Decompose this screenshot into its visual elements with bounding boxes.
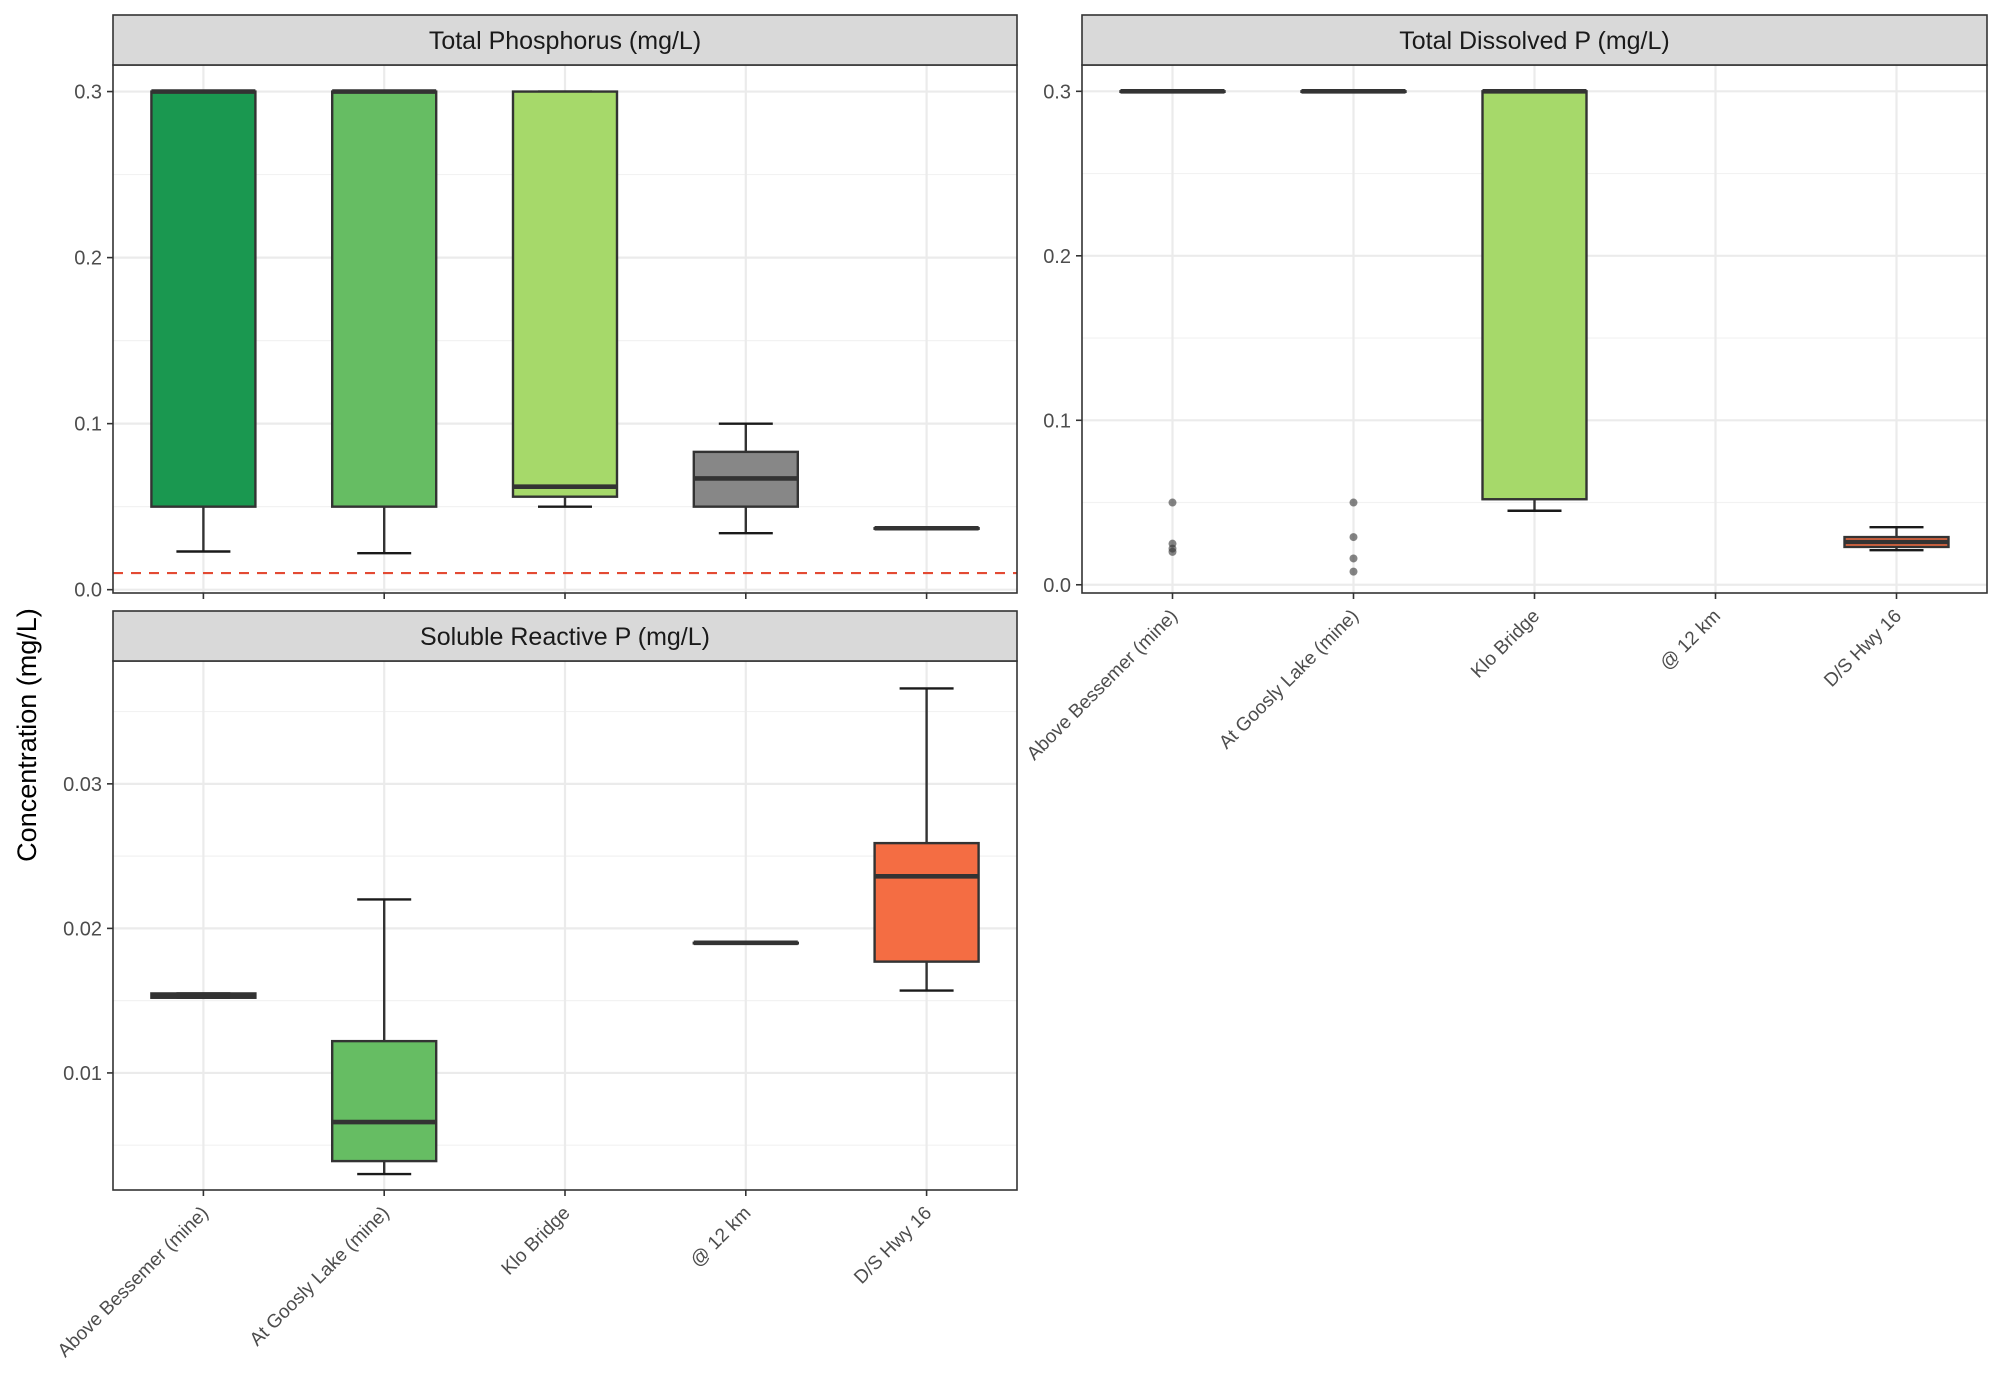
box-12-km [692, 422, 799, 535]
box-at-goosly-lake-mine [1300, 89, 1407, 576]
panel-strip [1081, 14, 1988, 66]
box-iqr [331, 90, 438, 508]
panel-total-phosphorus-mg-l: Total Phosphorus (mg/L) 0.0 0.1 0.2 0.3 [74, 14, 1018, 602]
box-klo-bridge [1481, 89, 1588, 512]
y-tick-label: 0.0 [1043, 575, 1071, 597]
y-tick-label: 0.1 [1043, 410, 1071, 432]
y-tick-label: 0.01 [63, 1063, 102, 1085]
box-d-s-hwy-16 [873, 687, 980, 992]
box-iqr [331, 1039, 438, 1163]
outlier-point [1349, 498, 1358, 507]
box-iqr [150, 90, 257, 508]
outlier-point [1168, 547, 1177, 556]
y-tick-label: 0.2 [1043, 246, 1071, 268]
y-tick-label: 0.2 [74, 248, 102, 270]
y-tick-label: 0.3 [1043, 81, 1071, 103]
box-klo-bridge [511, 90, 619, 508]
box-d-s-hwy-16 [1843, 526, 1950, 552]
box-above-bessemer-mine [150, 89, 257, 553]
panel-strip [112, 14, 1018, 66]
outlier-point [1168, 498, 1177, 507]
panel-title: Soluble Reactive P (mg/L) [420, 623, 710, 651]
y-tick-label: 0.02 [63, 918, 102, 940]
outlier-point [1349, 554, 1358, 563]
box-d-s-hwy-16 [873, 525, 980, 531]
box-iqr [1481, 90, 1588, 501]
outlier-point [1349, 533, 1358, 542]
outlier-point [1349, 567, 1358, 576]
box-at-goosly-lake-mine [331, 89, 438, 555]
box-iqr [873, 841, 980, 963]
panel-title: Total Phosphorus (mg/L) [429, 27, 701, 55]
y-tick-label: 0.3 [74, 82, 102, 104]
box-above-bessemer-mine [150, 992, 257, 999]
y-tick-label: 0.0 [74, 580, 102, 602]
y-tick-label: 0.03 [63, 774, 102, 796]
panel-title: Total Dissolved P (mg/L) [1399, 27, 1669, 55]
box-at-goosly-lake-mine [331, 898, 438, 1176]
box-above-bessemer-mine [1119, 89, 1226, 556]
box-12-km [692, 940, 799, 946]
box-iqr [511, 90, 619, 498]
y-tick-label: 0.1 [74, 414, 102, 436]
y-axis-label: Concentration (mg/L) [12, 608, 42, 862]
panel-strip [112, 610, 1018, 662]
